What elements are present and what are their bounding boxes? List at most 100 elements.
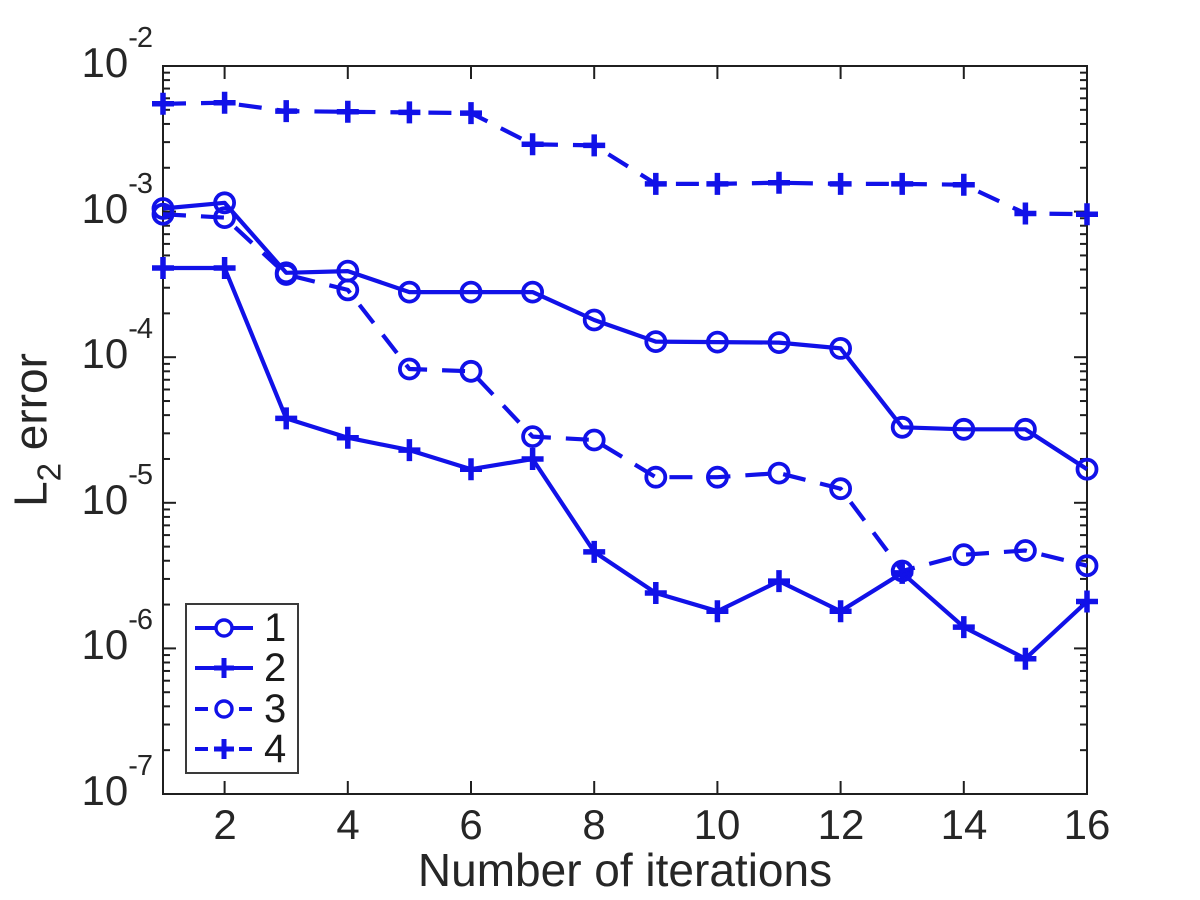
plus-marker-icon <box>1014 202 1037 225</box>
legend-line-sample <box>195 658 253 679</box>
circle-marker-icon <box>151 202 175 226</box>
series-1 <box>151 191 1099 481</box>
circle-marker-icon <box>213 206 237 230</box>
plus-marker-icon <box>460 102 482 125</box>
series-4-markers <box>152 91 1098 226</box>
series-2-line <box>163 265 1089 661</box>
x-tick-label: 12 <box>817 801 865 848</box>
plus-marker-icon <box>213 257 236 279</box>
circle-marker-icon <box>767 331 791 355</box>
x-tick-label: 2 <box>213 801 237 848</box>
legend-line-sample <box>195 618 253 638</box>
plus-marker-icon <box>583 134 606 157</box>
y-ticks <box>163 65 1087 795</box>
plus-marker-icon <box>829 172 852 195</box>
plus-marker-icon <box>952 173 975 196</box>
circle-marker-icon <box>459 280 483 304</box>
circle-marker-icon <box>952 417 976 441</box>
circle-marker-icon <box>890 559 914 583</box>
series-4-line <box>162 100 1088 217</box>
circle-marker-icon <box>274 263 298 286</box>
plus-marker-icon <box>1076 590 1098 613</box>
series-4 <box>152 91 1098 226</box>
x-ticks <box>223 66 1088 794</box>
circle-marker-icon <box>644 330 668 354</box>
circle-marker-icon <box>767 461 791 485</box>
legend-item-1: 1 <box>193 606 297 651</box>
plus-marker-icon <box>583 540 606 563</box>
series-1-line <box>162 200 1089 471</box>
circle-marker-icon <box>582 428 606 452</box>
y-tick-label: 10-7 <box>81 750 153 814</box>
plus-marker-icon <box>706 172 729 195</box>
legend-item-4: 4 <box>193 726 297 771</box>
circle-marker-icon <box>890 415 914 439</box>
circle-marker-icon <box>644 465 668 489</box>
y-tick-label: 10-5 <box>81 459 153 523</box>
circle-marker-icon <box>213 191 237 215</box>
x-axis-label: Number of iterations <box>417 844 833 896</box>
circle-marker-icon <box>706 330 729 354</box>
circle-marker-icon <box>1014 417 1037 441</box>
plus-marker-icon <box>768 570 790 593</box>
plus-marker-icon <box>336 100 359 123</box>
plus-marker-icon <box>214 658 234 679</box>
circle-marker-icon <box>521 425 544 449</box>
circle-marker-icon <box>1075 554 1099 578</box>
plus-marker-icon <box>275 407 298 430</box>
circle-marker-icon <box>336 278 360 302</box>
plus-marker-icon <box>214 738 234 759</box>
series-1-markers <box>151 191 1099 481</box>
plot-box <box>162 65 1088 795</box>
plus-marker-icon <box>398 101 421 124</box>
plus-marker-icon <box>336 426 359 449</box>
y-tick-label: 10-3 <box>81 168 153 232</box>
y-tick-label: 10-4 <box>81 313 153 377</box>
y-axis-label: L2 error <box>3 353 67 507</box>
legend-item-2: 2 <box>193 646 297 691</box>
plus-marker-icon <box>706 600 729 623</box>
x-tick-label: 16 <box>1063 801 1111 848</box>
circle-marker-icon <box>1075 457 1099 481</box>
plus-marker-icon <box>521 133 544 156</box>
circle-marker-icon <box>214 618 234 638</box>
legend-line-sample <box>195 698 253 719</box>
plus-marker-icon <box>460 458 482 481</box>
plus-marker-icon <box>398 439 421 462</box>
legend-line-sample <box>195 738 253 759</box>
series-2 <box>152 257 1098 670</box>
y-axis-label-subscript: 2 <box>30 462 68 482</box>
circle-marker-icon <box>521 280 544 304</box>
plus-marker-icon <box>152 257 174 279</box>
x-tick-label: 8 <box>582 801 606 848</box>
circle-marker-icon <box>214 698 234 719</box>
plus-marker-icon <box>275 100 298 123</box>
series-2-markers <box>152 257 1098 670</box>
series-3-markers <box>151 202 1099 583</box>
circle-marker-icon <box>397 280 421 304</box>
y-axis-label-main: L <box>4 481 57 507</box>
x-tick-label: 4 <box>336 801 360 848</box>
plus-marker-icon <box>152 92 174 115</box>
y-axis-label-rest: error <box>4 353 57 463</box>
plus-marker-icon <box>829 600 852 623</box>
x-tick-label: 6 <box>459 801 483 848</box>
plus-marker-icon <box>644 172 667 195</box>
circle-marker-icon <box>829 336 852 360</box>
legend-label: 1 <box>264 606 287 651</box>
plus-marker-icon <box>644 582 667 604</box>
circle-marker-icon <box>829 477 852 501</box>
legend-label: 4 <box>264 726 287 771</box>
circle-marker-icon <box>952 543 976 567</box>
legend-label: 2 <box>264 646 287 691</box>
series-3-line <box>162 212 1088 574</box>
legend-label: 3 <box>264 686 287 731</box>
circle-marker-icon <box>582 308 606 332</box>
circle-marker-icon <box>1014 539 1037 562</box>
x-tick-label: 10 <box>693 801 741 848</box>
x-tick-label: 14 <box>940 801 988 848</box>
y-tick-label: 10-2 <box>81 22 153 86</box>
circle-marker-icon <box>706 465 729 489</box>
